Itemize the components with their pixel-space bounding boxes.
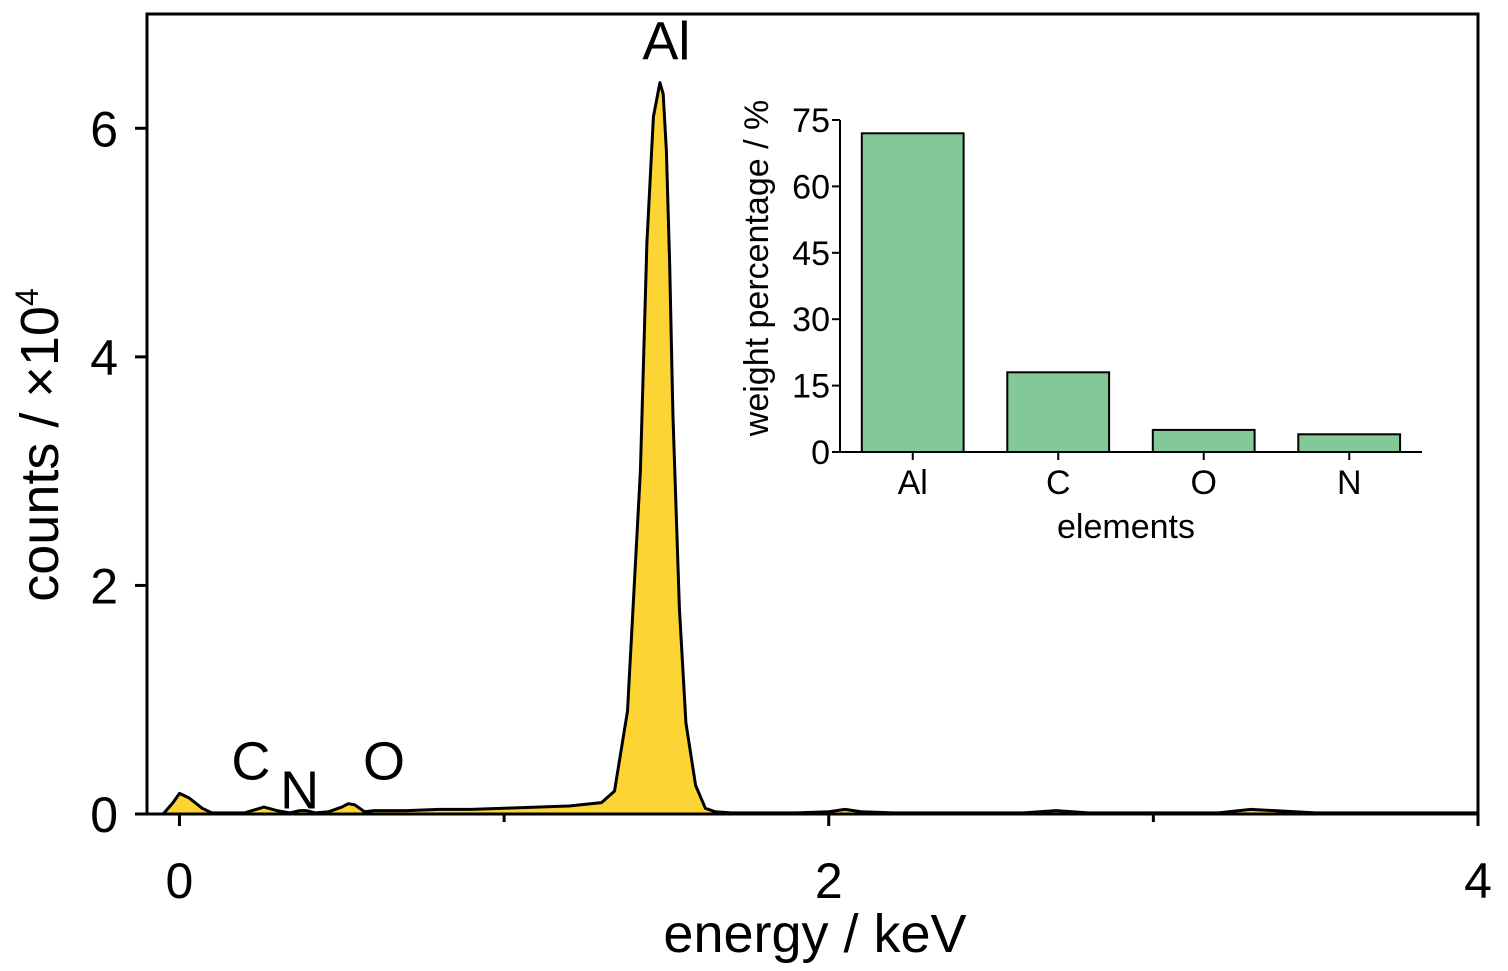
x-tick-label: 2 <box>815 853 843 909</box>
inset-bar-chart: Al C O N 0 15 30 45 60 75 elements weight percentag… <box>738 100 1422 546</box>
x-tick-label: 4 <box>1464 853 1492 909</box>
inset-bar-c <box>1006 371 1111 453</box>
inset-bar-o <box>1151 428 1256 453</box>
inset-x-tick-label: C <box>1046 464 1071 502</box>
inset-y-axis-label: weight percentage / % <box>738 100 776 437</box>
inset-x-axis-label: elements <box>1057 508 1195 546</box>
x-axis-label: energy / keV <box>663 904 966 964</box>
inset-bar-n <box>1297 433 1402 453</box>
inset-y-tick-label: 15 <box>792 368 830 406</box>
inset-x-tick-label: Al <box>898 464 928 502</box>
y-tick-label: 4 <box>90 330 118 386</box>
peak-label-o: O <box>363 732 405 792</box>
inset-x-tick-label: N <box>1337 464 1362 502</box>
inset-y-tick-label: 45 <box>792 235 830 273</box>
x-tick-label: 0 <box>166 853 194 909</box>
inset-y-tick-label: 60 <box>792 168 830 206</box>
inset-bar-al <box>860 132 965 454</box>
y-axis-label: counts / ×104 <box>9 288 70 602</box>
peak-label-al: Al <box>642 12 690 72</box>
inset-y-tick-label: 75 <box>792 102 830 140</box>
y-tick-label: 6 <box>90 101 118 157</box>
inset-x-tick-label: O <box>1191 464 1217 502</box>
y-tick-label: 0 <box>90 787 118 843</box>
peak-label-n: N <box>280 760 319 820</box>
inset-y-tick-label: 0 <box>811 434 830 472</box>
y-tick-label: 2 <box>90 558 118 614</box>
inset-y-tick-label: 30 <box>792 301 830 339</box>
peak-label-c: C <box>231 732 270 792</box>
